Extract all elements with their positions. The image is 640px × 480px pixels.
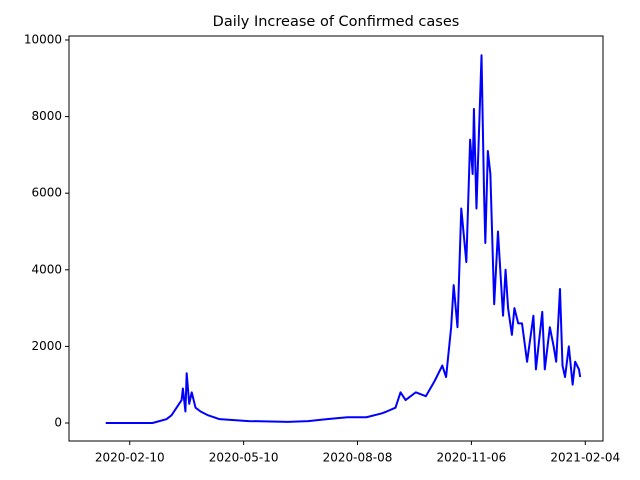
x-tick-label: 2021-02-04 — [550, 451, 620, 465]
data-line — [105, 54, 582, 424]
plot-frame — [68, 35, 604, 442]
y-tick-label: 8000 — [31, 109, 62, 123]
y-tick-label: 2000 — [31, 339, 62, 353]
x-tick-label: 2020-08-08 — [323, 451, 393, 465]
x-tick-label: 2020-05-10 — [209, 451, 279, 465]
chart-title: Daily Increase of Confirmed cases — [213, 14, 460, 30]
y-tick-label: 0 — [54, 415, 62, 429]
x-tick-label: 2020-02-10 — [95, 451, 165, 465]
x-tick-label: 2020-11-06 — [437, 451, 507, 465]
y-tick-label: 4000 — [31, 262, 62, 276]
y-tick-label: 10000 — [24, 32, 62, 46]
y-tick-label: 6000 — [31, 186, 62, 200]
